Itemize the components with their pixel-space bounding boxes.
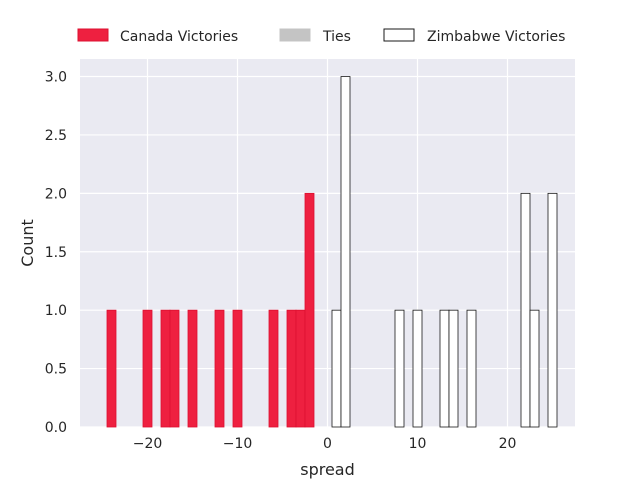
bar-canada-victories — [286, 309, 297, 428]
y-tick-label: 0.5 — [45, 362, 67, 378]
bar-canada-victories — [187, 309, 198, 428]
bar-zimbabwe-victories — [529, 309, 540, 428]
y-tick-label: 1.0 — [45, 303, 67, 319]
x-axis-label: spread — [300, 460, 355, 479]
x-tick-label: −10 — [223, 436, 253, 452]
bar-canada-victories — [214, 309, 225, 428]
bar-canada-victories — [160, 309, 171, 428]
bar-zimbabwe-victories — [439, 309, 450, 428]
legend-label-zimbabwe-victories: Zimbabwe Victories — [427, 29, 565, 45]
bars — [106, 76, 558, 428]
legend-label-ties: Ties — [322, 29, 351, 45]
bar-zimbabwe-victories — [466, 309, 477, 428]
x-tick-labels: −20 −10 0 10 20 — [133, 436, 517, 452]
bar-canada-victories — [106, 309, 117, 428]
bar-canada-victories — [304, 192, 315, 428]
bar-canada-victories — [142, 309, 153, 428]
x-tick-label: 10 — [409, 436, 427, 452]
legend: Canada Victories Ties Zimbabwe Victories — [77, 28, 565, 45]
y-tick-label: 2.0 — [45, 186, 67, 202]
bar-canada-victories — [268, 309, 279, 428]
y-tick-label: 0.0 — [45, 420, 67, 436]
legend-swatch-zimbabwe-victories — [383, 28, 415, 42]
y-tick-label: 2.5 — [45, 128, 67, 144]
bar-canada-victories — [169, 309, 180, 428]
bar-zimbabwe-victories — [520, 192, 531, 428]
x-tick-label: 0 — [323, 436, 332, 452]
x-tick-label: −20 — [133, 436, 163, 452]
y-tick-labels: 0.0 0.5 1.0 1.5 2.0 2.5 3.0 — [45, 70, 67, 436]
x-tick-label: 20 — [499, 436, 517, 452]
legend-label-canada-victories: Canada Victories — [120, 29, 238, 45]
legend-swatch-ties — [279, 28, 311, 42]
legend-swatch-canada-victories — [77, 28, 109, 42]
y-axis-label: Count — [18, 219, 37, 267]
bar-canada-victories — [295, 309, 306, 428]
y-tick-label: 1.5 — [45, 245, 67, 261]
bar-zimbabwe-victories — [547, 192, 558, 428]
bar-zimbabwe-victories — [331, 309, 342, 428]
bar-zimbabwe-victories — [412, 309, 423, 428]
bar-zimbabwe-victories — [448, 309, 459, 428]
bar-canada-victories — [232, 309, 243, 428]
y-tick-label: 3.0 — [45, 70, 67, 86]
bar-zimbabwe-victories — [340, 76, 351, 428]
bar-zimbabwe-victories — [394, 309, 405, 428]
